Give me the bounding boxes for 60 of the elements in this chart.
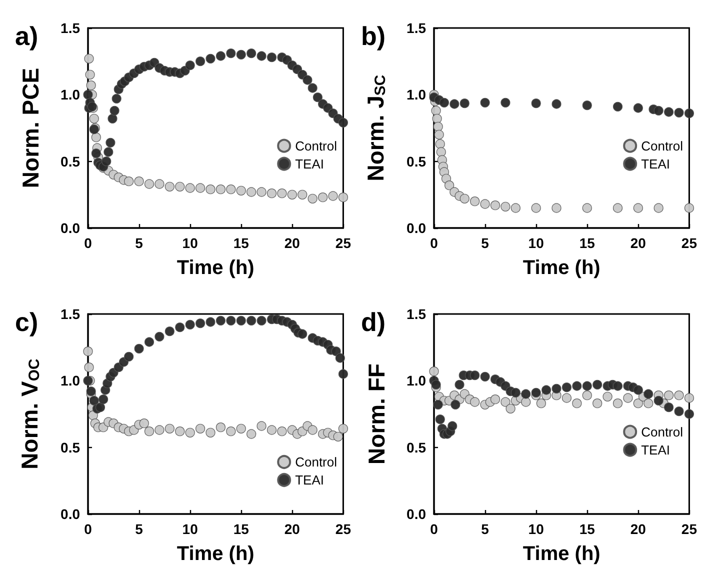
- legend-label: Control: [295, 454, 338, 470]
- chart-title: b): [361, 21, 386, 51]
- legend-label: TEAI: [641, 442, 670, 458]
- y-tick-label: 0.0: [406, 506, 426, 522]
- x-tick-label: 5: [481, 521, 490, 537]
- legend-label: Control: [295, 138, 338, 154]
- legend-label: TEAI: [295, 156, 324, 172]
- y-tick-label: 1.5: [406, 20, 426, 36]
- x-tick-label: 10: [182, 235, 198, 251]
- y-tick-label: 0.0: [60, 220, 80, 236]
- y-axis-title: Norm. FF: [364, 364, 390, 464]
- x-tick-label: 20: [630, 521, 646, 537]
- y-tick-label: 1.5: [60, 20, 80, 36]
- x-tick-label: 20: [284, 235, 300, 251]
- y-tick-label: 1.5: [60, 306, 80, 322]
- x-tick-label: 15: [579, 521, 596, 537]
- chart-title: c): [15, 307, 38, 337]
- y-tick-label: 1.0: [406, 372, 426, 389]
- x-tick-label: 5: [135, 521, 144, 537]
- x-axis-title: Time (h): [522, 543, 600, 565]
- x-tick-label: 20: [630, 235, 646, 251]
- x-tick-label: 20: [284, 521, 300, 537]
- chart-title: a): [15, 21, 38, 51]
- y-tick-label: 1.0: [60, 86, 80, 103]
- legend-label: TEAI: [641, 156, 670, 172]
- y-tick-label: 0.5: [60, 153, 80, 170]
- x-tick-label: 10: [182, 521, 198, 537]
- x-tick-label: 25: [681, 521, 698, 537]
- x-tick-label: 15: [233, 235, 250, 251]
- x-tick-label: 25: [681, 235, 698, 251]
- x-tick-label: 25: [335, 235, 352, 251]
- x-tick-label: 5: [135, 235, 144, 251]
- x-tick-label: 0: [84, 521, 92, 537]
- legend-label: TEAI: [295, 472, 324, 488]
- y-axis-title: Norm. PCE: [18, 68, 44, 188]
- x-tick-label: 15: [233, 521, 250, 537]
- y-axis-title: Norm. JSC: [362, 74, 389, 182]
- x-tick-label: 10: [528, 235, 544, 251]
- x-tick-label: 25: [335, 521, 352, 537]
- y-tick-label: 1.0: [60, 372, 80, 389]
- legend-label: Control: [641, 138, 684, 154]
- y-tick-label: 1.5: [406, 306, 426, 322]
- x-tick-label: 15: [579, 235, 596, 251]
- y-tick-label: 0.5: [60, 439, 80, 456]
- x-axis-title: Time (h): [522, 257, 600, 279]
- y-tick-label: 0.5: [406, 153, 426, 170]
- x-tick-label: 0: [84, 235, 92, 251]
- y-tick-label: 1.0: [406, 86, 426, 103]
- y-tick-label: 0.5: [406, 439, 426, 456]
- x-tick-label: 0: [430, 521, 438, 537]
- x-axis-title: Time (h): [176, 543, 254, 565]
- x-axis-title: Time (h): [176, 257, 254, 279]
- legend-label: Control: [641, 424, 684, 440]
- chart-title: d): [361, 307, 386, 337]
- y-tick-label: 0.0: [60, 506, 80, 522]
- x-tick-label: 10: [528, 521, 544, 537]
- y-axis-title: Norm. VOC: [16, 358, 43, 470]
- x-tick-label: 0: [430, 235, 438, 251]
- y-tick-label: 0.0: [406, 220, 426, 236]
- x-tick-label: 5: [481, 235, 490, 251]
